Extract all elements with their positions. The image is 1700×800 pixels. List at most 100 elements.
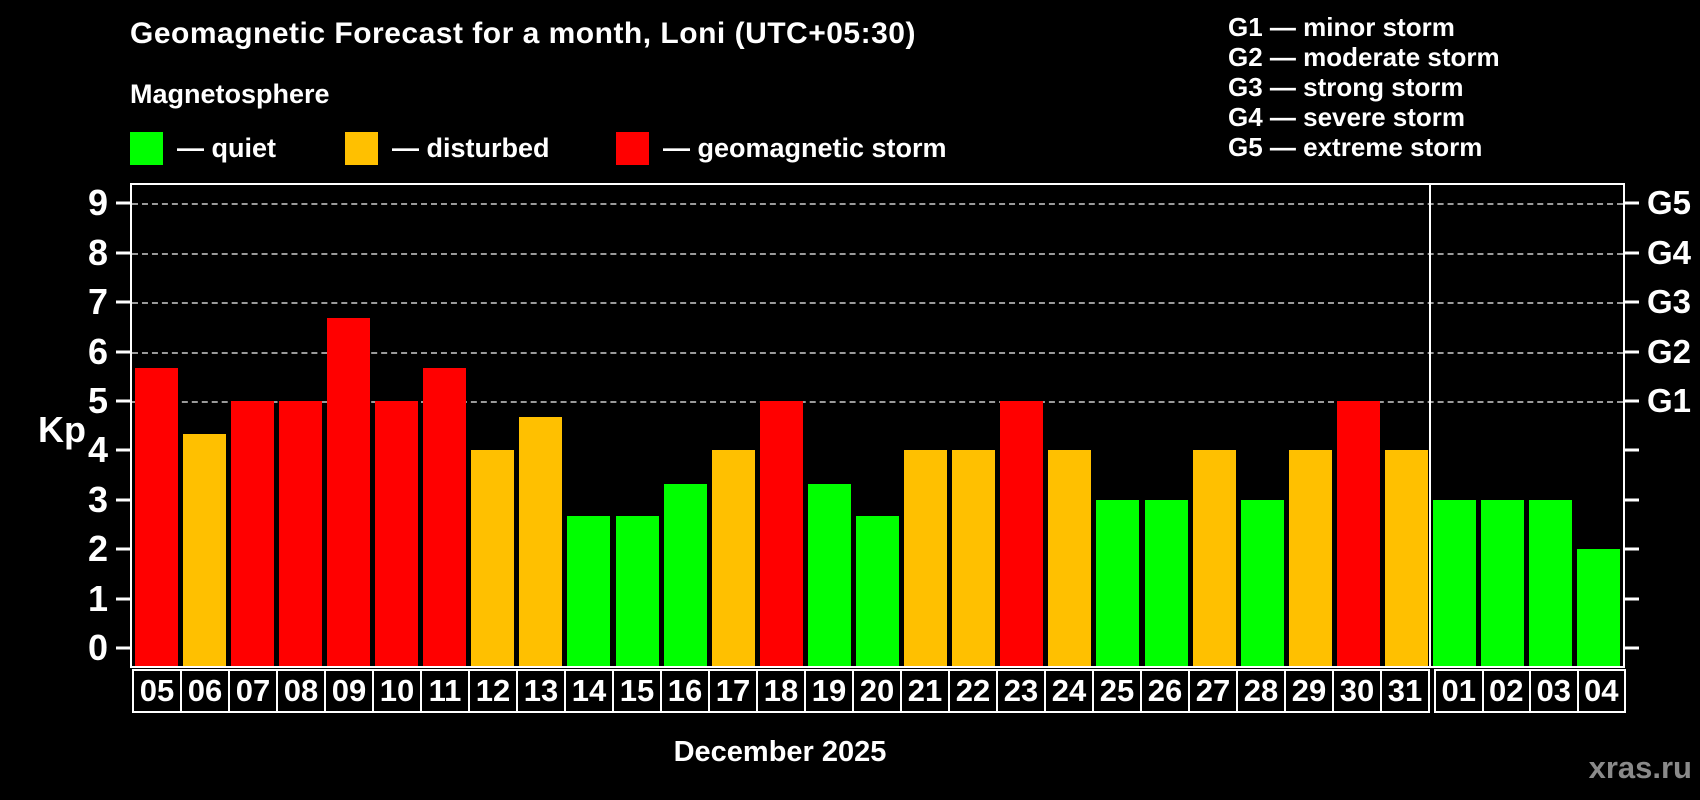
y-tick-1	[116, 597, 130, 601]
bar-day-16	[663, 483, 707, 666]
bar-day-17	[711, 450, 755, 666]
y-tick-3	[116, 498, 130, 502]
y-tick-label-0: 0	[87, 627, 108, 669]
bar-day-14	[567, 516, 611, 666]
gridline-kp-8	[132, 252, 1623, 255]
bar-day-12	[471, 450, 515, 666]
day-label-17: 17	[708, 671, 756, 711]
quiet-color-swatch	[130, 131, 163, 165]
day-label-11: 11	[420, 671, 468, 711]
y-tick-label-7: 7	[87, 281, 108, 323]
bar-day-19	[807, 483, 851, 666]
bar-day-06	[182, 434, 226, 666]
day-label-18: 18	[756, 671, 804, 711]
bar-day-13	[519, 417, 563, 666]
bar-day-09	[326, 318, 370, 666]
legend-label-quiet: — quiet	[177, 132, 276, 163]
bar-day-08	[278, 401, 322, 666]
y-tick-5	[116, 399, 130, 403]
bar-day-15	[615, 516, 659, 666]
bar-day-21	[904, 450, 948, 666]
y-tick-9	[116, 201, 130, 205]
g-axis-label-g2: G2	[1647, 332, 1692, 370]
bar-day-22	[952, 450, 996, 666]
y-tick-label-1: 1	[87, 577, 108, 619]
bar-day-26	[1144, 499, 1188, 666]
bar-day-02	[1481, 499, 1525, 666]
gridline-kp-5	[132, 401, 1623, 404]
day-label-30: 30	[1332, 671, 1380, 711]
y-tick-label-8: 8	[87, 231, 108, 273]
day-label-13: 13	[516, 671, 564, 711]
watermark: xras.ru	[1588, 750, 1692, 785]
y-axis-title: Kp	[38, 409, 86, 450]
g-axis-label-g5: G5	[1647, 184, 1692, 222]
g-legend-line-2: G2 — moderate storm	[1228, 42, 1500, 72]
bar-day-31	[1385, 450, 1429, 666]
y-tick-8	[116, 251, 130, 255]
right-tick-3	[1625, 498, 1639, 502]
chart-title: Geomagnetic Forecast for a month, Loni (…	[130, 17, 916, 50]
right-tick-7	[1625, 300, 1639, 304]
day-label-28: 28	[1236, 671, 1284, 711]
bar-day-03	[1529, 499, 1573, 666]
right-tick-9	[1625, 201, 1639, 205]
g-axis-label-g3: G3	[1647, 283, 1692, 321]
chart-subtitle: Magnetosphere	[130, 79, 330, 109]
bar-day-23	[1000, 401, 1044, 666]
day-label-05: 05	[139, 673, 175, 708]
y-tick-label-5: 5	[87, 380, 108, 422]
x-axis-title: December 2025	[673, 736, 887, 768]
g-legend-line-5: G5 — extreme storm	[1228, 132, 1483, 162]
bar-day-25	[1096, 499, 1140, 666]
y-tick-label-3: 3	[87, 478, 108, 520]
right-tick-4	[1625, 448, 1639, 452]
bar-day-24	[1048, 450, 1092, 666]
day-label-09: 09	[324, 671, 372, 711]
bar-day-20	[856, 516, 900, 666]
day-label-21: 21	[900, 671, 948, 711]
g-scale-legend: G1 — minor storm G2 — moderate storm G3 — …	[1228, 12, 1500, 162]
y-tick-0	[116, 646, 130, 650]
gridline-kp-9	[132, 203, 1623, 206]
day-label-26: 26	[1140, 671, 1188, 711]
g-legend-line-1: G1 — minor storm	[1228, 12, 1455, 42]
bar-day-11	[423, 367, 467, 666]
day-label-12: 12	[468, 671, 516, 711]
y-tick-label-2: 2	[87, 528, 108, 570]
y-tick-4	[116, 448, 130, 452]
right-tick-5	[1625, 399, 1639, 403]
storm-color-swatch	[616, 131, 649, 165]
legend-label-disturbed: — disturbed	[392, 132, 550, 163]
day-label-27: 27	[1188, 671, 1236, 711]
day-label-group-december-days: 05 06 07 08 09 10 11 12 13 14 15 16 17 18 19 20 21 22 23 24…	[132, 669, 1430, 713]
day-label-20: 20	[852, 671, 900, 711]
day-label-31: 31	[1380, 671, 1428, 711]
bar-day-10	[375, 401, 419, 666]
g-axis-label-g1: G1	[1647, 382, 1692, 420]
legend-item-storm: — geomagnetic storm	[616, 131, 947, 165]
y-tick-label-9: 9	[87, 182, 108, 224]
g-legend-line-3: G3 — strong storm	[1228, 72, 1464, 102]
day-label-08: 08	[276, 671, 324, 711]
day-label-24: 24	[1044, 671, 1092, 711]
g-axis-label-g4: G4	[1647, 233, 1692, 271]
right-tick-6	[1625, 350, 1639, 354]
bar-day-05	[134, 367, 178, 666]
bar-day-30	[1336, 401, 1380, 666]
right-tick-1	[1625, 597, 1639, 601]
disturbed-color-swatch	[345, 131, 378, 165]
day-label-02: 02	[1481, 671, 1530, 711]
y-tick-label-6: 6	[87, 330, 108, 372]
day-label-group-january-days: 01 02 03 04	[1434, 669, 1626, 713]
day-label-16: 16	[660, 671, 708, 711]
bar-day-01	[1433, 499, 1477, 666]
legend-item-quiet: — quiet	[130, 131, 276, 165]
day-label-29: 29	[1284, 671, 1332, 711]
bar-day-29	[1288, 450, 1332, 666]
day-label-10: 10	[372, 671, 420, 711]
day-label-06: 06	[180, 671, 228, 711]
y-tick-label-4: 4	[87, 429, 108, 471]
right-tick-2	[1625, 547, 1639, 551]
